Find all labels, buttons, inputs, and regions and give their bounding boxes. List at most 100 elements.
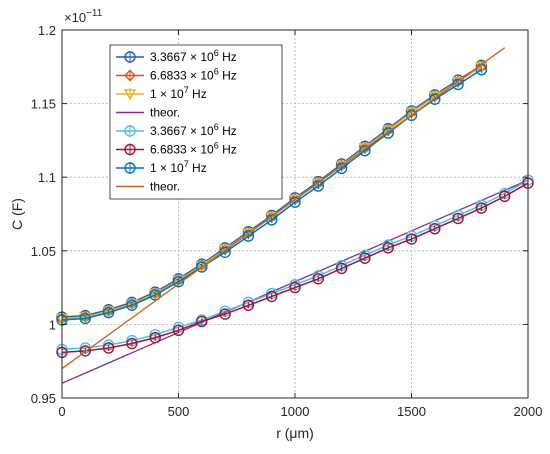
legend-label-unit: Hz: [219, 143, 237, 157]
legend-marker: [124, 125, 136, 137]
legend-label-base: 1 × 10: [150, 161, 184, 175]
legend-label-exponent: 6: [214, 141, 219, 151]
data-point: [126, 337, 138, 350]
data-point: [405, 233, 418, 245]
legend-label: 3.3667 × 106 Hz: [150, 122, 237, 138]
plot-series: [55, 47, 534, 384]
x-tick-label: 1500: [397, 404, 426, 419]
legend-entry: theor.: [116, 106, 180, 120]
legend-entry: 3.3667 × 106 Hz: [116, 122, 237, 138]
data-point: [405, 109, 418, 122]
data-point: [242, 299, 255, 311]
data-point: [219, 246, 231, 258]
data-point: [126, 299, 138, 311]
legend-label-exponent: 6: [214, 67, 219, 77]
y-tick-label: 1: [49, 317, 56, 332]
series-line: [61, 47, 506, 370]
y-exponent-label: ×10−11: [64, 8, 103, 25]
data-point: [219, 308, 231, 320]
y-tick-label: 1.1: [38, 170, 56, 185]
legend-label: 1 × 107 Hz: [150, 85, 207, 101]
legend-label-exponent: 6: [214, 48, 219, 58]
legend-label-base: 1 × 10: [150, 87, 184, 101]
legend-label-base: theor.: [150, 106, 180, 120]
data-point: [102, 306, 115, 319]
legend-label-base: 3.3667 × 10: [150, 50, 214, 64]
data-point: [429, 223, 441, 235]
legend-label: 3.3667 × 106 Hz: [150, 48, 237, 64]
data-point: [429, 93, 441, 105]
y-tick-label: 1.2: [38, 23, 56, 38]
legend: 3.3667 × 106 Hz6.6833 × 106 Hz1 × 107 Hz…: [109, 44, 283, 200]
data-point: [499, 190, 511, 203]
legend-label-exponent: 7: [184, 159, 189, 169]
data-point: [149, 289, 161, 301]
data-point: [196, 315, 208, 328]
data-point: [266, 290, 278, 303]
data-point: [149, 331, 161, 344]
legend-label: 1 × 107 Hz: [150, 159, 207, 175]
legend-label: theor.: [150, 180, 180, 194]
data-point: [382, 127, 394, 139]
legend-marker: [124, 51, 136, 63]
legend-marker: [124, 143, 136, 156]
legend-label-base: theor.: [150, 180, 180, 194]
y-exponent-power: −11: [86, 8, 103, 19]
legend-label-base: 3.3667 × 10: [150, 124, 214, 138]
data-point: [475, 202, 488, 214]
data-point: [312, 273, 324, 285]
legend-label-base: 6.6833 × 10: [150, 69, 214, 83]
data-point: [359, 145, 371, 157]
data-point: [172, 276, 185, 288]
legend-marker: [123, 89, 137, 101]
y-tick-label: 0.95: [31, 391, 56, 406]
legend-box: [109, 44, 283, 200]
legend-entry: theor.: [116, 180, 180, 194]
data-point: [79, 312, 92, 325]
y-axis-label: C (F): [9, 198, 25, 230]
legend-label-exponent: 6: [214, 122, 219, 132]
x-tick-label: 1000: [281, 404, 310, 419]
y-exponent-base: ×10: [64, 10, 86, 25]
legend-marker: [124, 69, 136, 82]
data-point: [79, 345, 92, 357]
x-axis-label: r (μm): [276, 425, 314, 441]
data-point: [172, 324, 185, 336]
legend-label: theor.: [150, 106, 180, 120]
data-point: [102, 342, 115, 354]
legend-label-unit: Hz: [189, 87, 207, 101]
data-point: [335, 162, 348, 175]
data-point: [289, 196, 301, 208]
legend-label-exponent: 7: [184, 85, 189, 95]
data-point: [382, 242, 394, 254]
axis-ticks: 0 500 1000 1500 2000 0.95 1 1.05 1.1 1.15 1.2: [31, 23, 543, 419]
legend-marker: [124, 162, 136, 174]
series-8: [61, 47, 506, 370]
data-point: [452, 212, 464, 225]
legend-label-unit: Hz: [219, 124, 237, 138]
legend-label: 6.6833 × 106 Hz: [150, 67, 237, 83]
x-tick-label: 0: [58, 404, 65, 419]
legend-entry: 1 × 107 Hz: [116, 159, 207, 175]
legend-entry: 1 × 107 Hz: [116, 85, 207, 101]
data-point: [289, 281, 301, 294]
legend-label: 6.6833 × 106 Hz: [150, 141, 237, 157]
y-tick-label: 1.15: [31, 97, 56, 112]
legend-label-unit: Hz: [219, 69, 237, 83]
legend-entry: 6.6833 × 106 Hz: [116, 141, 237, 157]
data-point: [196, 261, 208, 273]
data-point: [242, 230, 255, 242]
x-tick-label: 500: [168, 404, 190, 419]
y-tick-label: 1.05: [31, 244, 56, 259]
x-tick-label: 2000: [514, 404, 543, 419]
series-6: [56, 177, 534, 359]
legend-label-base: 6.6833 × 10: [150, 143, 214, 157]
legend-entry: 6.6833 × 106 Hz: [116, 67, 237, 83]
data-point: [359, 252, 371, 264]
data-point: [475, 62, 488, 74]
legend-label-unit: Hz: [219, 50, 237, 64]
data-point: [335, 262, 348, 275]
legend-entry: 3.3667 × 106 Hz: [116, 48, 237, 64]
legend-label-unit: Hz: [189, 161, 207, 175]
